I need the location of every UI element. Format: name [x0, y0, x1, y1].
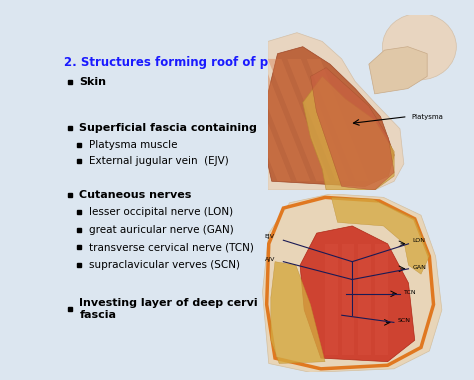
Polygon shape — [369, 47, 427, 94]
Polygon shape — [268, 47, 394, 187]
Text: lesser occipital nerve (LON): lesser occipital nerve (LON) — [89, 207, 233, 217]
Text: great auricular nerve (GAN): great auricular nerve (GAN) — [89, 225, 233, 235]
Polygon shape — [258, 194, 467, 372]
Polygon shape — [303, 76, 394, 190]
Ellipse shape — [383, 13, 456, 80]
Polygon shape — [300, 226, 415, 362]
Text: Skin: Skin — [80, 77, 107, 87]
Text: AJV: AJV — [264, 257, 275, 262]
Text: Platysma: Platysma — [411, 114, 444, 120]
Polygon shape — [310, 68, 394, 190]
Polygon shape — [263, 194, 442, 372]
Text: supraclavicular verves (SCN): supraclavicular verves (SCN) — [89, 260, 240, 270]
Text: TCN: TCN — [404, 290, 417, 294]
Polygon shape — [358, 244, 371, 355]
Text: Investing layer of deep cervical
fascia: Investing layer of deep cervical fascia — [80, 298, 276, 320]
Polygon shape — [268, 59, 330, 181]
Text: LON: LON — [413, 238, 426, 243]
Polygon shape — [287, 59, 349, 181]
Text: Platysma muscle: Platysma muscle — [89, 140, 177, 150]
Text: transverse cervical nerve (TCN): transverse cervical nerve (TCN) — [89, 242, 254, 252]
Text: External jugular vein  (EJV): External jugular vein (EJV) — [89, 156, 228, 166]
Text: EJV: EJV — [264, 234, 274, 239]
Text: Superficial fascia containing: Superficial fascia containing — [80, 122, 257, 133]
Polygon shape — [342, 244, 354, 355]
Text: 2. Structures forming roof of posterior triangle:: 2. Structures forming roof of posterior … — [64, 56, 382, 69]
Polygon shape — [307, 59, 369, 181]
Polygon shape — [229, 59, 291, 181]
Polygon shape — [268, 33, 404, 190]
Polygon shape — [268, 15, 462, 190]
Polygon shape — [271, 262, 325, 363]
Text: SCN: SCN — [398, 318, 411, 323]
Polygon shape — [331, 197, 429, 274]
Text: Cutaneous nerves: Cutaneous nerves — [80, 190, 192, 200]
Polygon shape — [375, 244, 388, 355]
Polygon shape — [325, 244, 337, 355]
Text: GAN: GAN — [413, 264, 427, 269]
Polygon shape — [248, 59, 310, 181]
